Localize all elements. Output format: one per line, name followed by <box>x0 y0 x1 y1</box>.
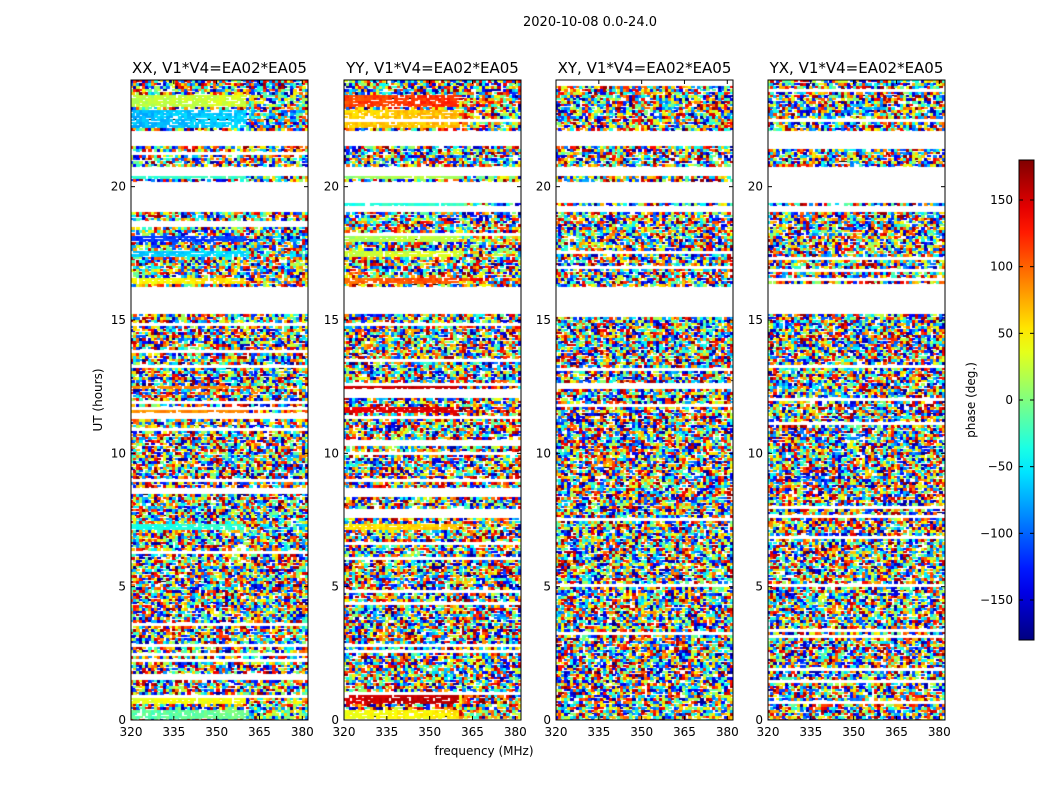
colorbar: −150 −100 −50 0 50 100 150 <box>980 159 1035 641</box>
panel-yx: YX, V1*V4=EA02*EA05 320 335 350 365 380 0 5 10 15… <box>748 59 951 739</box>
y-tick-label: 10 <box>324 446 339 460</box>
y-tick-label: 0 <box>118 713 126 727</box>
panel-title: XX, V1*V4=EA02*EA05 <box>132 59 307 77</box>
y-tick-label: 20 <box>111 180 126 194</box>
panel-xx: XX, V1*V4=EA02*EA05 320 335 350 365 380 0 5 10 15… <box>111 59 314 739</box>
y-tick-label: 10 <box>536 446 551 460</box>
colorbar-tick-label: 150 <box>990 193 1013 207</box>
panel-frame <box>343 79 522 721</box>
panel-heatmap <box>344 80 521 720</box>
figure-suptitle: 2020-10-08 0.0-24.0 <box>523 15 657 30</box>
x-tick-label: 380 <box>716 725 739 739</box>
colorbar-tick-label: 50 <box>998 326 1013 340</box>
colorbar-tick-label: −150 <box>980 593 1013 607</box>
y-tick-label: 5 <box>331 580 339 594</box>
y-tick-label: 15 <box>536 313 551 327</box>
panel-heatmap <box>768 80 945 720</box>
y-tick-label: 5 <box>118 580 126 594</box>
colorbar-tick-label: 100 <box>990 260 1013 274</box>
y-tick-label: 10 <box>111 446 126 460</box>
x-tick-label: 365 <box>461 725 484 739</box>
colorbar-ticks: −150 −100 −50 0 50 100 150 <box>980 193 1034 607</box>
colorbar-label: phase (deg.) <box>964 362 978 438</box>
x-tick-label: 350 <box>630 725 653 739</box>
panel-title: YX, V1*V4=EA02*EA05 <box>769 59 944 77</box>
y-tick-label: 20 <box>748 180 763 194</box>
panel-yy: YY, V1*V4=EA02*EA05 320 335 350 365 380 0 5 10 15… <box>324 59 527 739</box>
y-tick-label: 5 <box>543 580 551 594</box>
panel-xy: XY, V1*V4=EA02*EA05 320 335 350 365 380 0 5 10 15… <box>536 59 739 739</box>
panel-frame <box>130 79 309 721</box>
heatmap-canvas <box>344 80 521 720</box>
y-tick-label: 0 <box>755 713 763 727</box>
panel-frame <box>555 79 734 721</box>
x-tick-label: 350 <box>205 725 228 739</box>
panel-heatmap <box>131 80 308 720</box>
heatmap-canvas <box>556 80 733 720</box>
x-tick-label: 335 <box>799 725 822 739</box>
y-tick-label: 15 <box>111 313 126 327</box>
y-tick-label: 10 <box>748 446 763 460</box>
x-tick-label: 335 <box>375 725 398 739</box>
x-tick-label: 365 <box>885 725 908 739</box>
panel-frame <box>767 79 946 721</box>
panel-heatmap <box>556 80 733 720</box>
x-tick-label: 320 <box>545 725 568 739</box>
x-tick-label: 350 <box>418 725 441 739</box>
y-tick-label: 15 <box>324 313 339 327</box>
x-tick-label: 320 <box>120 725 143 739</box>
x-tick-label: 335 <box>587 725 610 739</box>
x-tick-label: 380 <box>928 725 951 739</box>
y-tick-label: 0 <box>331 713 339 727</box>
x-tick-label: 335 <box>162 725 185 739</box>
x-tick-label: 365 <box>673 725 696 739</box>
heatmap-canvas <box>131 80 308 720</box>
x-axis-label: frequency (MHz) <box>434 744 533 758</box>
y-tick-label: 5 <box>755 580 763 594</box>
x-tick-label: 365 <box>248 725 271 739</box>
colorbar-tick-label: −50 <box>988 460 1013 474</box>
y-axis-label: UT (hours) <box>91 368 105 431</box>
x-tick-label: 350 <box>842 725 865 739</box>
colorbar-tick-label: 0 <box>1005 393 1013 407</box>
x-tick-label: 320 <box>757 725 780 739</box>
panel-title: XY, V1*V4=EA02*EA05 <box>558 59 732 77</box>
panels-group: XX, V1*V4=EA02*EA05 320 335 350 365 380 0 5 10 15… <box>111 59 951 739</box>
panel-title: YY, V1*V4=EA02*EA05 <box>345 59 519 77</box>
y-tick-label: 0 <box>543 713 551 727</box>
x-tick-label: 380 <box>504 725 527 739</box>
y-tick-label: 20 <box>536 180 551 194</box>
y-tick-label: 20 <box>324 180 339 194</box>
colorbar-tick-label: −100 <box>980 526 1013 540</box>
heatmap-canvas <box>768 80 945 720</box>
x-tick-label: 380 <box>291 725 314 739</box>
x-tick-label: 320 <box>333 725 356 739</box>
y-tick-label: 15 <box>748 313 763 327</box>
